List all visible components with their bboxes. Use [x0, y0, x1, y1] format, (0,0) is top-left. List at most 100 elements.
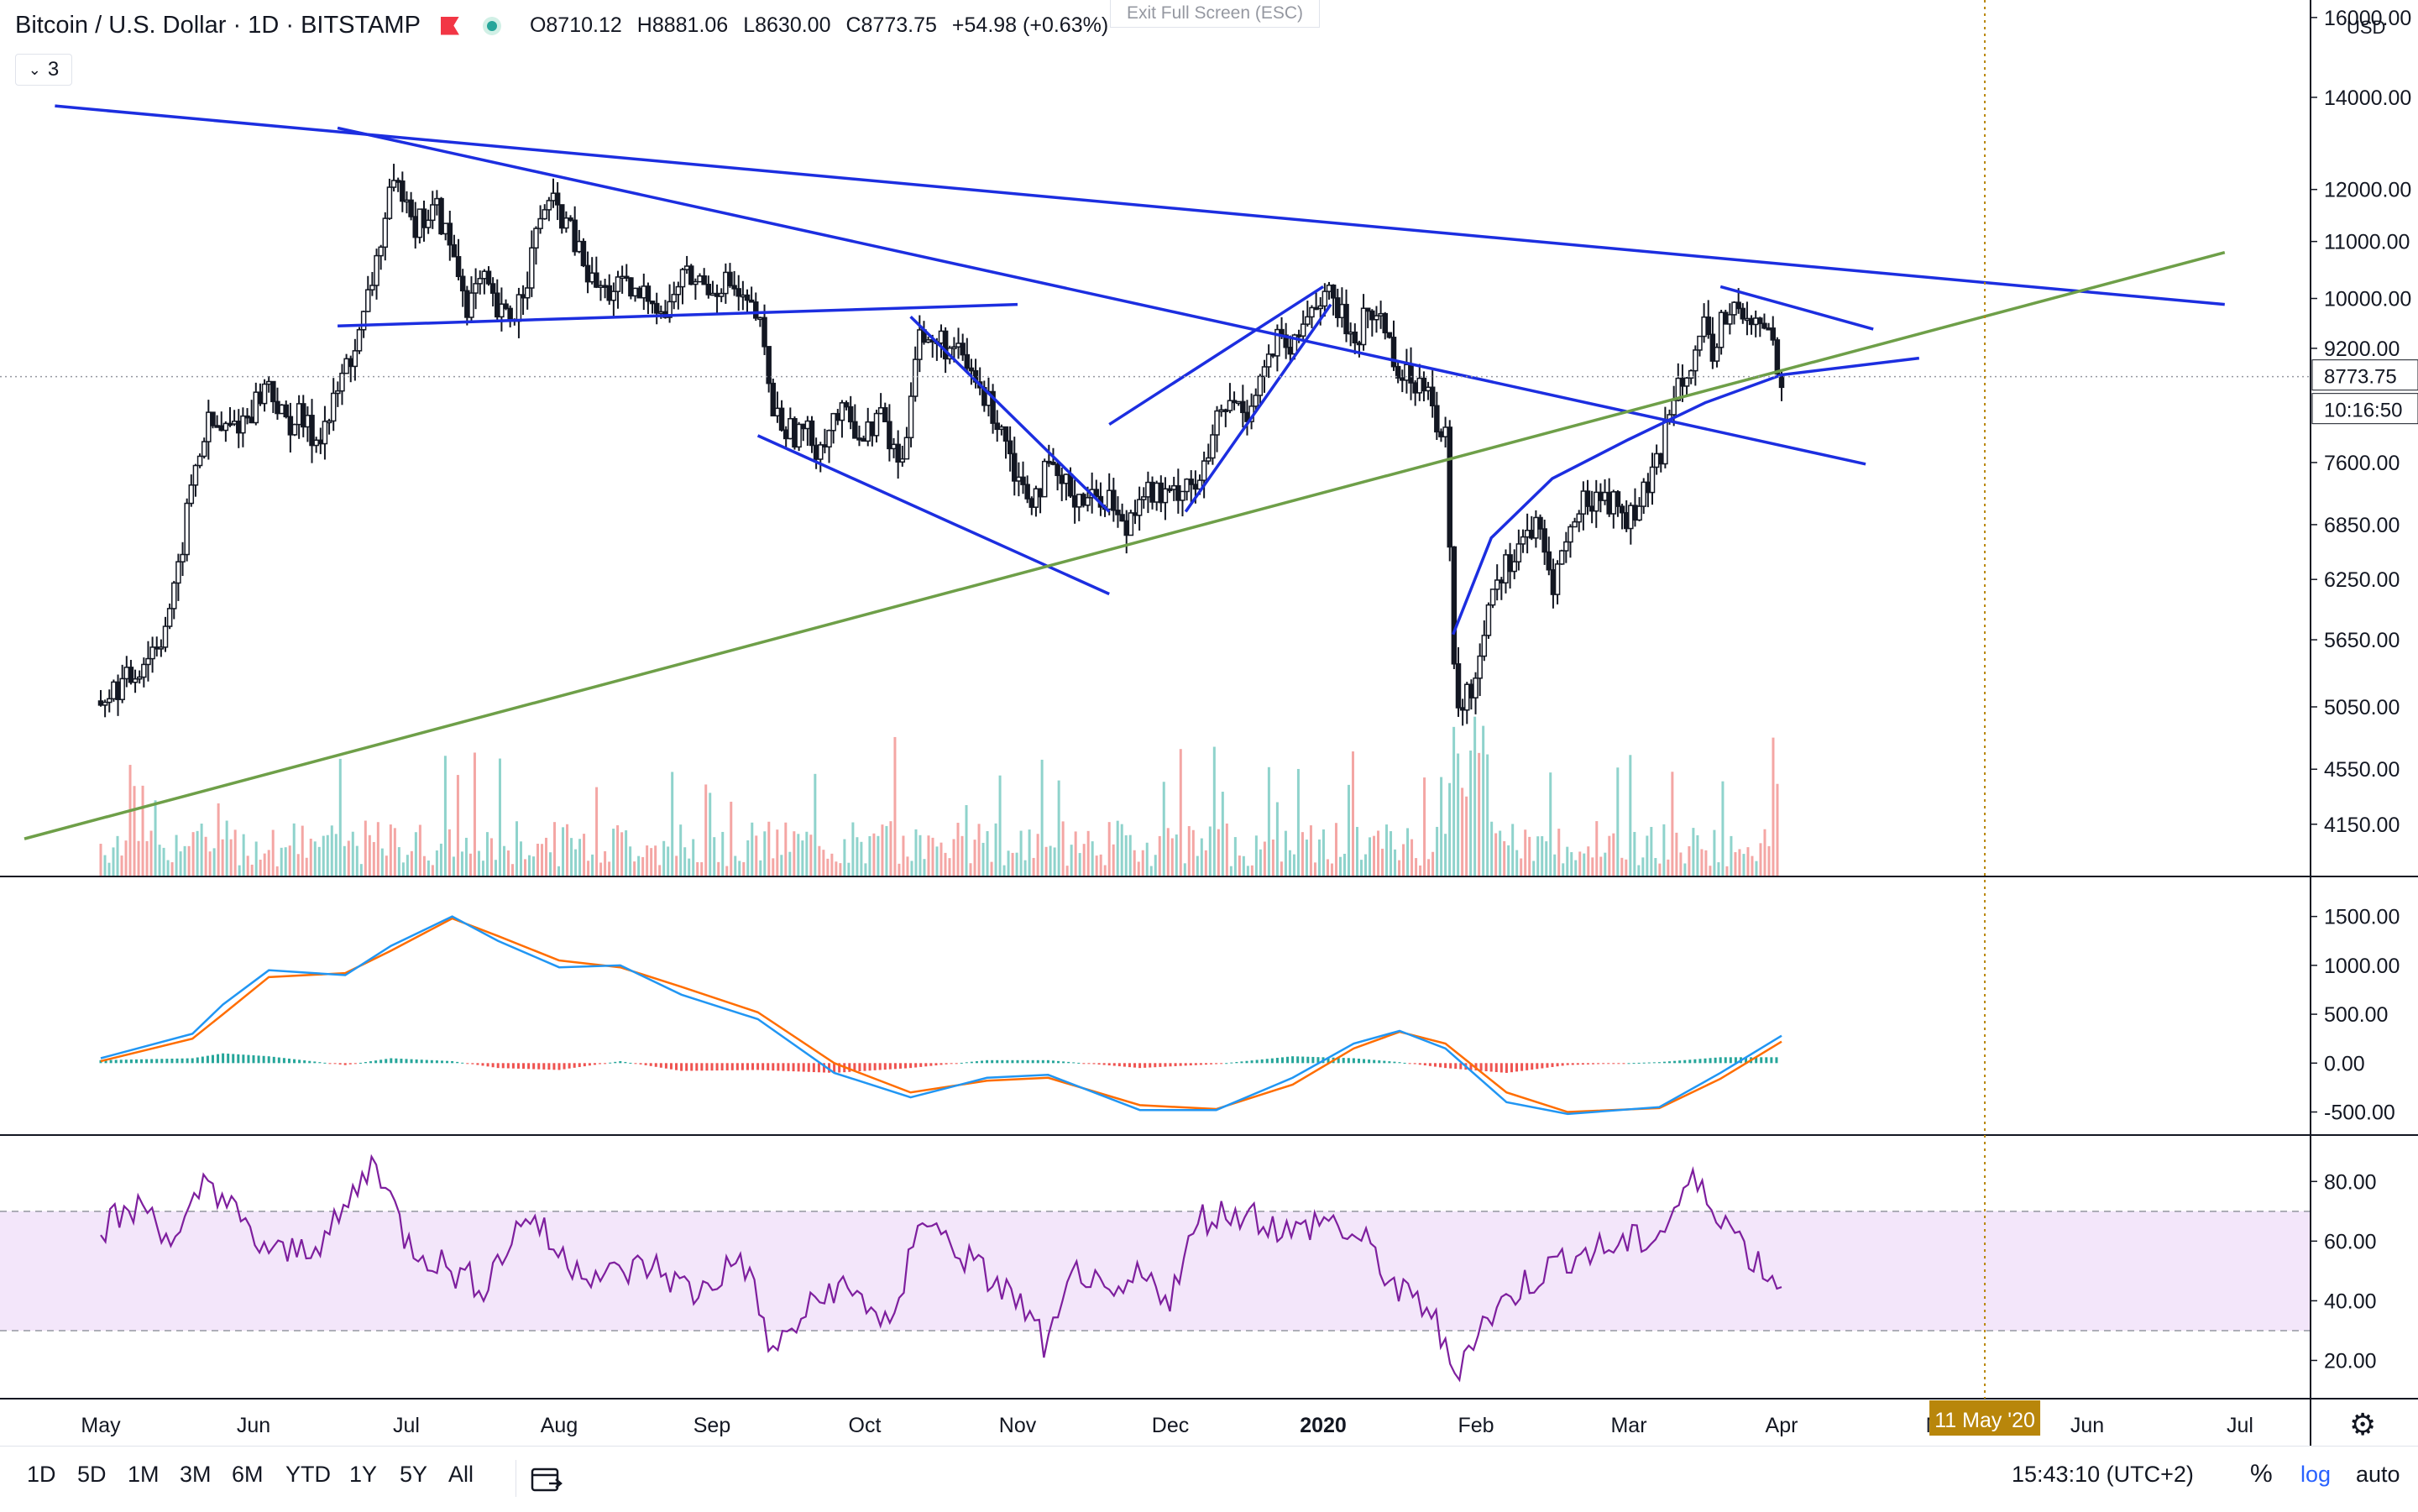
candlesticks: [97, 164, 1785, 726]
macd-signal-line: [100, 917, 1782, 1113]
indicators-collapse-button[interactable]: ⌄ 3: [15, 54, 72, 86]
macd-hist-bar: [323, 1062, 327, 1064]
range-all[interactable]: All: [448, 1462, 474, 1487]
candle-body: [839, 402, 845, 421]
macd-hist-bar: [1403, 1062, 1406, 1064]
candle-body: [360, 311, 367, 331]
macd-hist-bar: [578, 1063, 581, 1067]
candle-body: [843, 402, 850, 408]
macd-hist-bar: [1627, 1063, 1630, 1065]
range-6m[interactable]: 6M: [232, 1462, 264, 1487]
settings-gear-icon[interactable]: ⚙: [2349, 1407, 2377, 1441]
macd-hist-bar: [955, 1063, 958, 1065]
macd-pane[interactable]: [99, 915, 1782, 1116]
candle-body: [1154, 482, 1159, 503]
macd-hist-bar: [797, 1063, 800, 1072]
price-pane[interactable]: [0, 104, 2311, 876]
volume-bar: [427, 861, 430, 876]
candle-body: [1503, 554, 1509, 583]
range-1d[interactable]: 1D: [27, 1462, 56, 1487]
clock-timezone[interactable]: 15:43:10 (UTC+2): [2012, 1462, 2194, 1487]
macd-hist-bar: [405, 1059, 408, 1064]
volume-bar: [1196, 855, 1199, 876]
blue-arc[interactable]: [1452, 356, 1920, 636]
volume-bar: [275, 866, 279, 876]
blue-trendline[interactable]: [1108, 285, 1324, 426]
range-1y[interactable]: 1Y: [349, 1462, 378, 1487]
volume-bar: [839, 863, 842, 876]
volume-bar: [1141, 850, 1144, 876]
macd-hist-bar: [1046, 1059, 1049, 1064]
candle-body: [1641, 481, 1646, 507]
macd-hist-bar: [532, 1063, 536, 1070]
macd-hist-bar: [252, 1054, 255, 1064]
candle-body: [693, 280, 699, 285]
blue-trendline[interactable]: [909, 315, 1111, 513]
range-ytd[interactable]: YTD: [285, 1462, 331, 1487]
macd-hist-bar: [639, 1063, 642, 1065]
candle-body: [1050, 461, 1056, 465]
log-scale-toggle[interactable]: log: [2300, 1462, 2332, 1487]
range-1m[interactable]: 1M: [128, 1462, 160, 1487]
macd-hist-bar: [1117, 1063, 1121, 1067]
macd-hist-bar: [649, 1063, 652, 1066]
flag-icon[interactable]: [440, 16, 459, 35]
volume-bar: [1061, 821, 1065, 876]
volume-bar: [578, 839, 582, 876]
volume-bar: [1212, 746, 1216, 876]
volume-bar: [1616, 767, 1620, 876]
macd-hist-bar: [1057, 1060, 1060, 1064]
volume-bar: [460, 851, 463, 876]
macd-hist-bar: [491, 1063, 495, 1068]
volume-bar: [1759, 843, 1762, 876]
macd-hist-bar: [939, 1063, 943, 1065]
candle-body: [559, 204, 565, 229]
blue-trendline[interactable]: [338, 302, 1018, 328]
macd-hist-bar: [1576, 1063, 1579, 1065]
symbol-title[interactable]: Bitcoin / U.S. Dollar · 1D · BITSTAMP: [15, 12, 421, 39]
volume-bar: [1280, 861, 1283, 876]
rsi-pane[interactable]: [0, 1154, 2311, 1383]
macd-tick-label: 1000.00: [2324, 955, 2400, 978]
blue-trendline[interactable]: [1719, 285, 1874, 331]
volume-bar: [389, 824, 392, 876]
macd-hist-bar: [725, 1063, 729, 1070]
percent-scale-toggle[interactable]: %: [2250, 1460, 2273, 1488]
candle-body: [275, 400, 280, 415]
candle-body: [322, 421, 328, 445]
drawing-layer[interactable]: [24, 104, 2226, 840]
chart-canvas[interactable]: 16000.00 14000.00 12000.00 11000.00 10000.00…: [0, 0, 2418, 1446]
exit-fullscreen-button[interactable]: Exit Full Screen (ESC): [1110, 0, 1320, 28]
range-3m[interactable]: 3M: [180, 1462, 212, 1487]
range-5d[interactable]: 5D: [77, 1462, 107, 1487]
volume-bar: [881, 824, 884, 876]
range-5y[interactable]: 5Y: [400, 1462, 428, 1487]
macd-hist-bar: [1347, 1058, 1350, 1064]
volume-bar: [885, 825, 888, 876]
green-trendline[interactable]: [24, 251, 2226, 840]
candle-body: [1330, 284, 1337, 299]
candle-body: [1541, 528, 1547, 553]
volume-bar: [1625, 859, 1628, 876]
blue-trendline[interactable]: [756, 434, 1110, 596]
volume-bar: [587, 861, 590, 876]
volume-bar: [443, 756, 447, 876]
candle-body: [520, 294, 526, 299]
macd-hist-bar: [960, 1062, 963, 1064]
macd-hist-bar: [822, 1063, 825, 1073]
blue-trendline[interactable]: [1184, 303, 1332, 513]
auto-scale-toggle[interactable]: auto: [2356, 1462, 2400, 1487]
volume-bar: [1398, 860, 1401, 876]
volume-bar: [498, 758, 501, 876]
volume-bar: [730, 801, 733, 876]
macd-hist-bar: [1704, 1058, 1707, 1064]
candle-body: [210, 411, 216, 426]
volume-bar: [1284, 830, 1287, 876]
candle-body: [1309, 306, 1315, 318]
volume-bar: [468, 853, 472, 876]
time-tick-label: Sep: [693, 1414, 730, 1437]
date-range-icon[interactable]: [531, 1465, 563, 1494]
volume-bar: [759, 860, 762, 876]
blue-trendline[interactable]: [337, 126, 1866, 466]
blue-trendline[interactable]: [55, 104, 2225, 306]
